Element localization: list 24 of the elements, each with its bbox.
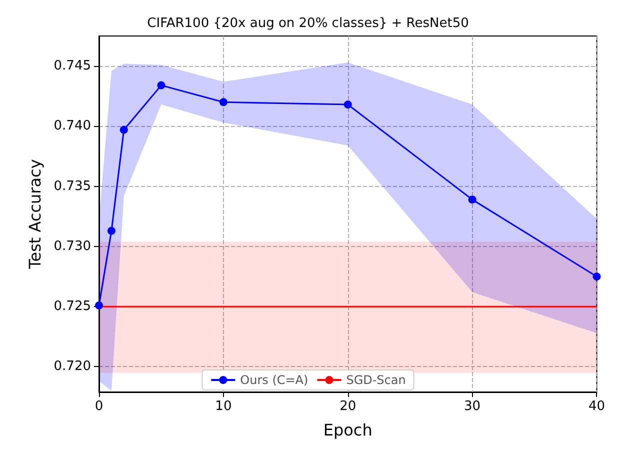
point <box>157 81 166 90</box>
y-tick-label: 0.720 <box>54 359 91 374</box>
point <box>592 272 601 281</box>
x-tick-label: 10 <box>215 399 232 414</box>
y-axis-title: Test Accuracy <box>25 159 44 270</box>
x-tick-label: 0 <box>94 399 104 414</box>
y-tick-label: 0.745 <box>54 58 91 74</box>
y-tick-label: 0.740 <box>54 118 91 134</box>
point <box>95 301 103 310</box>
point <box>219 98 228 106</box>
legend-label: Ours (C=A) <box>240 373 308 387</box>
point <box>468 196 476 204</box>
x-axis-title: Epoch <box>323 420 372 440</box>
x-tick-label: 30 <box>464 399 481 414</box>
point <box>107 226 116 235</box>
x-tick-label: 40 <box>588 399 605 414</box>
y-tick-label: 0.735 <box>54 178 91 194</box>
x-tick-label: 20 <box>340 399 356 414</box>
point <box>120 126 128 134</box>
y-tick-label: 0.725 <box>54 299 91 314</box>
legend-label: SGD-Scan <box>346 373 406 387</box>
y-tick-label: 0.730 <box>54 238 91 254</box>
chart-title: CIFAR100 {20x aug on 20% classes} + ResNet50 <box>147 16 469 31</box>
point <box>344 100 352 109</box>
